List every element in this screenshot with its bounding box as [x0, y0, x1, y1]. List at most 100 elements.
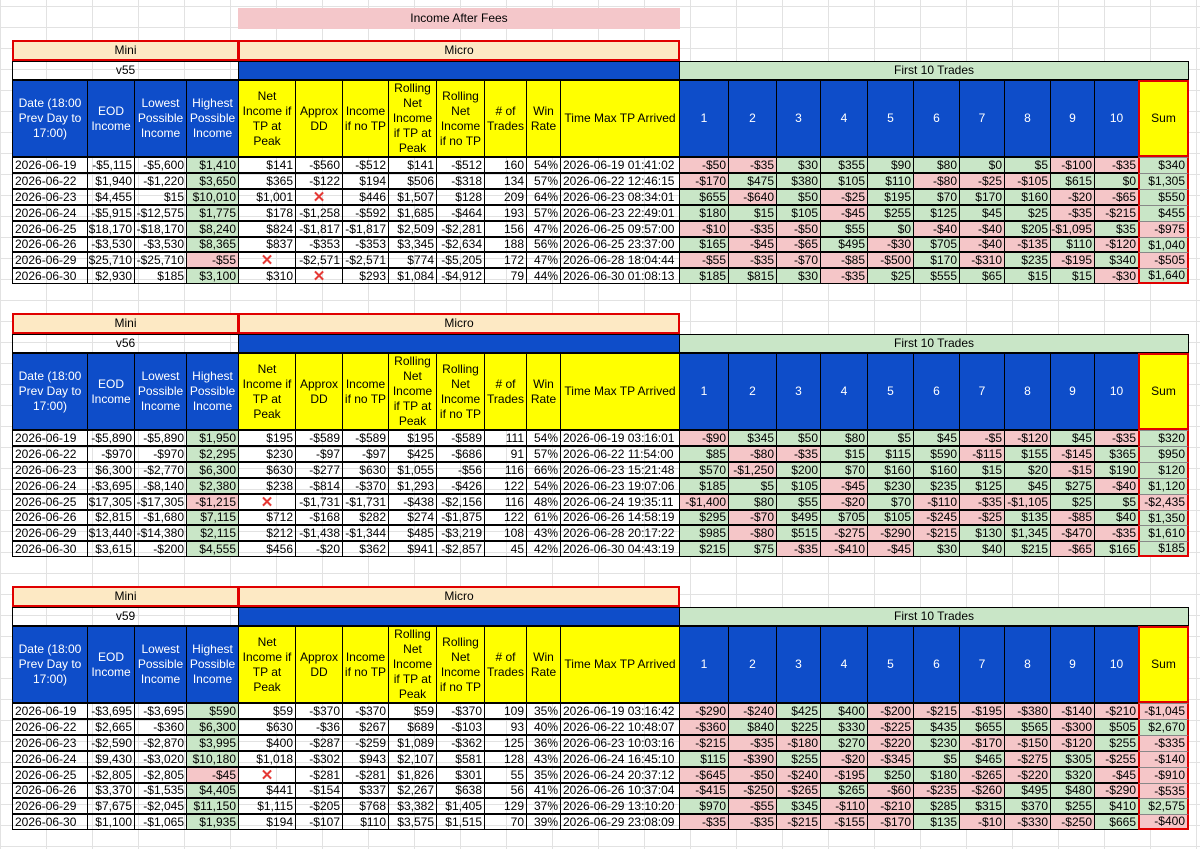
trade-cell[interactable]: $655	[679, 189, 729, 205]
cell-ino[interactable]: -$1,817	[342, 221, 389, 237]
cell-tr[interactable]: 56	[484, 783, 527, 798]
cell-low[interactable]: -$17,305	[134, 494, 187, 510]
cell-time[interactable]: 2026-06-19 03:16:42	[560, 703, 680, 719]
trade-cell[interactable]: $90	[867, 157, 914, 173]
cell-eod[interactable]: -$13,440	[87, 525, 135, 541]
cell-eod[interactable]: -$25,710	[87, 252, 135, 268]
trade-cell[interactable]: $5	[913, 751, 960, 767]
cell-rtp[interactable]: $689	[388, 719, 437, 735]
cell-dd[interactable]: -$302	[295, 751, 343, 767]
trade-cell[interactable]: $0	[959, 157, 1005, 173]
trade-cell[interactable]: -$35	[1094, 157, 1139, 173]
cell-time[interactable]: 2026-06-28 20:17:22	[560, 525, 680, 541]
cell-date[interactable]: 2026-06-25	[12, 221, 88, 237]
cell-eod[interactable]: $3,370	[87, 783, 135, 798]
trade-cell[interactable]: $25	[867, 268, 914, 284]
cell-tr[interactable]: 122	[484, 510, 527, 525]
cell-high[interactable]: $10,010	[186, 189, 239, 205]
trade-cell[interactable]: -$40	[959, 237, 1005, 252]
cell-eod[interactable]: -$970	[87, 446, 135, 462]
cell-win[interactable]: 36%	[526, 735, 561, 751]
trade-cell[interactable]: $590	[913, 446, 960, 462]
cell-time[interactable]: 2026-06-25 09:57:00	[560, 221, 680, 237]
trade-cell[interactable]: -$170	[679, 173, 729, 189]
cell-eod[interactable]: $9,430	[87, 751, 135, 767]
trade-cell[interactable]: -$410	[820, 541, 868, 557]
trade-cell[interactable]: $370	[1004, 798, 1051, 814]
cell-high[interactable]: $1,935	[186, 814, 239, 830]
trade-cell[interactable]: -$40	[1094, 478, 1139, 494]
trade-cell[interactable]: $205	[1004, 221, 1051, 237]
cell-high[interactable]: $8,240	[186, 221, 239, 237]
trade-cell[interactable]: -$330	[1004, 814, 1051, 830]
cell-ino[interactable]: $293	[342, 268, 389, 284]
sum-cell[interactable]: $455	[1138, 205, 1189, 221]
cell-low[interactable]: -$18,170	[134, 221, 187, 237]
trade-cell[interactable]: $230	[867, 478, 914, 494]
trade-cell[interactable]: -$35	[820, 268, 868, 284]
cell-low[interactable]: -$5,890	[134, 430, 187, 446]
trade-cell[interactable]: -$140	[1050, 703, 1095, 719]
sum-cell[interactable]: -$140	[1138, 751, 1189, 767]
trade-cell[interactable]: $15	[1050, 268, 1095, 284]
trade-cell[interactable]: $135	[1004, 510, 1051, 525]
trade-cell[interactable]: -$25	[820, 189, 868, 205]
trade-cell[interactable]: -$30	[1094, 268, 1139, 284]
cell-date[interactable]: 2026-06-29	[12, 525, 88, 541]
trade-cell[interactable]: -$35	[728, 814, 777, 830]
cell-dd[interactable]: -$97	[295, 446, 343, 462]
cell-time[interactable]: 2026-06-24 16:45:10	[560, 751, 680, 767]
trade-cell[interactable]: $80	[728, 494, 777, 510]
cell-dd[interactable]: -$560	[295, 157, 343, 173]
cell-ino[interactable]: -$1,344	[342, 525, 389, 541]
trade-cell[interactable]: $1,345	[1004, 525, 1051, 541]
cell-ntp[interactable]: $1,018	[238, 751, 296, 767]
cell-tr[interactable]: 209	[484, 189, 527, 205]
cell-rtp[interactable]: $1,089	[388, 735, 437, 751]
cell-high[interactable]: $2,295	[186, 446, 239, 462]
sum-cell[interactable]: $320	[1138, 430, 1189, 446]
cell-ino[interactable]: -$353	[342, 237, 389, 252]
cell-date[interactable]: 2026-06-25	[12, 494, 88, 510]
trade-cell[interactable]: $105	[776, 478, 821, 494]
cell-time[interactable]: 2026-06-30 01:08:13	[560, 268, 680, 284]
cell-date[interactable]: 2026-06-19	[12, 157, 88, 173]
trade-cell[interactable]: $45	[959, 205, 1005, 221]
cell-time[interactable]: 2026-06-22 11:54:00	[560, 446, 680, 462]
cell-dd[interactable]: -$814	[295, 478, 343, 494]
cell-ino[interactable]: $267	[342, 719, 389, 735]
trade-cell[interactable]: $45	[913, 430, 960, 446]
trade-cell[interactable]: $705	[820, 510, 868, 525]
trade-cell[interactable]: -$310	[959, 252, 1005, 268]
cell-ino[interactable]: -$512	[342, 157, 389, 173]
cell-rno[interactable]: $638	[436, 783, 485, 798]
trade-cell[interactable]: -$170	[867, 814, 914, 830]
cell-rtp[interactable]: $1,055	[388, 462, 437, 478]
cell-low[interactable]: -$360	[134, 719, 187, 735]
trade-cell[interactable]: $410	[1094, 798, 1139, 814]
trade-cell[interactable]: $25	[1004, 205, 1051, 221]
trade-cell[interactable]: -$70	[776, 252, 821, 268]
cell-win[interactable]: 43%	[526, 525, 561, 541]
cell-ntp[interactable]: $456	[238, 541, 296, 557]
trade-cell[interactable]: $50	[776, 189, 821, 205]
cell-eod[interactable]: -$3,695	[87, 478, 135, 494]
x-icon[interactable]: ✕	[238, 494, 296, 510]
trade-cell[interactable]: $355	[820, 157, 868, 173]
cell-rno[interactable]: -$370	[436, 703, 485, 719]
sum-cell[interactable]: $2,575	[1138, 798, 1189, 814]
trade-cell[interactable]: $235	[913, 478, 960, 494]
trade-cell[interactable]: -$640	[728, 189, 777, 205]
cell-dd[interactable]: -$281	[295, 767, 343, 783]
trade-cell[interactable]: -$470	[1050, 525, 1095, 541]
x-icon[interactable]: ✕	[238, 767, 296, 783]
trade-cell[interactable]: $40	[959, 541, 1005, 557]
cell-ino[interactable]: $337	[342, 783, 389, 798]
cell-low[interactable]: -$3,695	[134, 703, 187, 719]
cell-rtp[interactable]: $485	[388, 525, 437, 541]
cell-rno[interactable]: -$362	[436, 735, 485, 751]
trade-cell[interactable]: $185	[679, 268, 729, 284]
cell-eod[interactable]: $3,615	[87, 541, 135, 557]
cell-date[interactable]: 2026-06-23	[12, 189, 88, 205]
trade-cell[interactable]: $425	[776, 703, 821, 719]
